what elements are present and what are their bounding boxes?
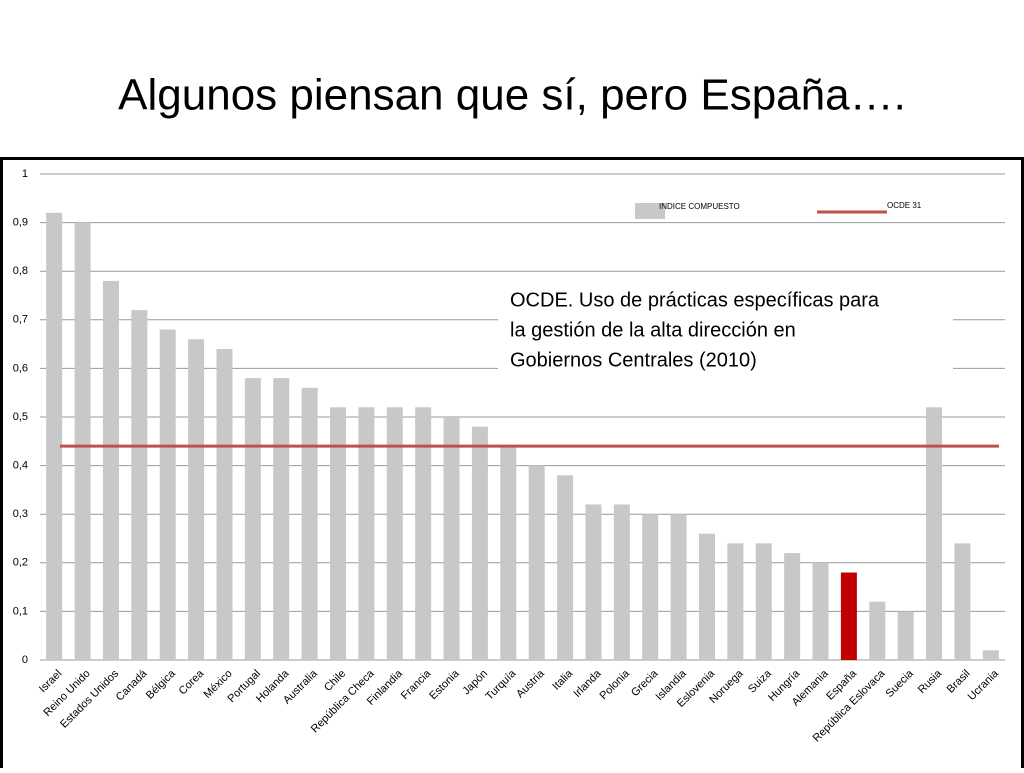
y-tick-label: 0,1	[13, 605, 28, 617]
y-tick-label: 0,7	[13, 314, 28, 326]
bar	[244, 378, 261, 660]
bar	[954, 543, 971, 660]
bar	[670, 514, 687, 660]
y-tick-label: 0,3	[13, 508, 28, 520]
bar	[102, 280, 119, 660]
legend-swatch	[635, 203, 665, 219]
bar	[528, 465, 545, 660]
y-tick-label: 0,9	[13, 217, 28, 229]
bar	[727, 543, 744, 660]
bar	[698, 533, 715, 660]
bar	[500, 446, 517, 660]
bar	[74, 222, 91, 660]
annotation-text: Gobiernos Centrales (2010)	[510, 349, 757, 371]
bar	[216, 348, 233, 660]
bar	[443, 417, 460, 660]
bar	[840, 572, 857, 660]
bar	[613, 504, 630, 660]
bar	[188, 339, 205, 660]
bar	[926, 407, 943, 660]
y-tick-label: 0,6	[13, 362, 28, 374]
bar	[159, 329, 176, 660]
bar	[358, 407, 375, 660]
slide-title: Algunos piensan que sí, pero España….	[118, 71, 906, 120]
bar	[642, 514, 659, 660]
y-tick-label: 0,5	[13, 411, 28, 423]
bar	[982, 650, 999, 660]
y-tick-label: 0,8	[13, 265, 28, 277]
bar	[755, 543, 772, 660]
bar	[415, 407, 432, 660]
y-tick-label: 0,4	[13, 460, 28, 472]
bar	[784, 553, 801, 660]
y-tick-label: 0,2	[13, 557, 28, 569]
y-tick-label: 1	[22, 168, 28, 180]
bar	[897, 611, 914, 660]
legend-label: INDICE COMPUESTO	[659, 202, 740, 211]
annotation-box	[498, 280, 953, 380]
y-tick-label: 0	[22, 654, 28, 666]
bar	[557, 475, 574, 660]
bar	[273, 378, 290, 660]
bar	[46, 212, 63, 660]
bar	[585, 504, 602, 660]
bar	[471, 426, 488, 660]
bar	[131, 310, 148, 660]
legend-label: OCDE 31	[887, 201, 922, 210]
annotation-text: la gestión de la alta dirección en	[510, 319, 796, 341]
bar	[330, 407, 347, 660]
bar	[301, 387, 318, 660]
bar	[386, 407, 403, 660]
bar	[812, 562, 829, 660]
bar	[869, 601, 886, 660]
annotation-text: OCDE. Uso de prácticas específicas para	[510, 289, 880, 311]
